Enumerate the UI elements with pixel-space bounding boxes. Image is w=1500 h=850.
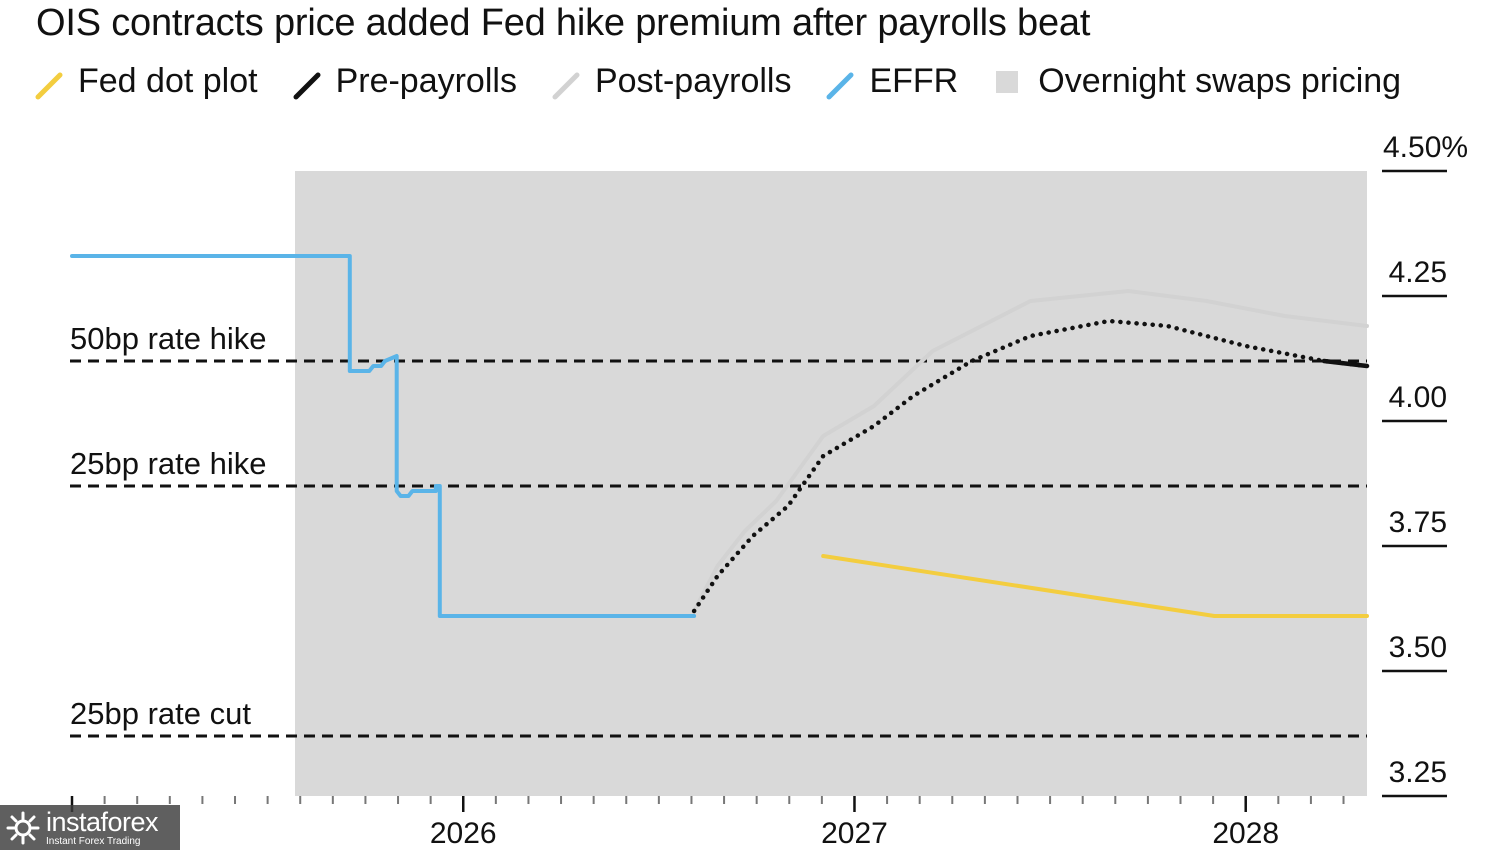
shaded-region-overnight-swaps bbox=[295, 171, 1367, 796]
chart-legend: Fed dot plot Pre-payrolls Post-payrolls … bbox=[34, 62, 1435, 101]
legend-swatch-effr bbox=[826, 72, 854, 99]
x-tick-label: 2028 bbox=[1212, 817, 1279, 850]
legend-item-post-payrolls: Post-payrolls bbox=[551, 62, 792, 101]
legend-label-fed-dot-plot: Fed dot plot bbox=[78, 62, 258, 100]
series-line-fed-dot-plot bbox=[821, 554, 1369, 618]
chart-title: OIS contracts price added Fed hike premi… bbox=[36, 2, 1091, 44]
reference-line-label: 25bp rate hike bbox=[70, 446, 266, 481]
legend-item-overnight-swaps: Overnight swaps pricing bbox=[992, 62, 1401, 101]
watermark-tagline: Instant Forex Trading bbox=[46, 835, 141, 847]
y-tick-label: 4.50% bbox=[1383, 131, 1468, 164]
y-tick-label: 3.25 bbox=[1389, 756, 1447, 789]
legend-swatch-overnight-swaps bbox=[996, 70, 1019, 93]
series-line-post-payrolls bbox=[692, 289, 1369, 613]
legend-item-fed-dot-plot: Fed dot plot bbox=[34, 62, 258, 101]
legend-swatch-post-payrolls bbox=[552, 72, 580, 99]
series-line-pre-payrolls bbox=[691, 318, 1370, 614]
y-tick-label: 4.25 bbox=[1389, 256, 1447, 289]
y-tick-label: 3.75 bbox=[1389, 506, 1447, 539]
series-line-pre-payrolls-tail bbox=[1321, 358, 1370, 369]
reference-line-label: 50bp rate hike bbox=[70, 321, 266, 356]
instaforex-logo-icon bbox=[6, 811, 40, 844]
legend-label-overnight-swaps: Overnight swaps pricing bbox=[1038, 62, 1402, 100]
watermark: instaforex Instant Forex Trading bbox=[0, 805, 180, 850]
x-tick-label: 2027 bbox=[821, 817, 888, 850]
reference-line-label: 25bp rate cut bbox=[70, 696, 251, 731]
x-tick-label: 2026 bbox=[430, 817, 497, 850]
legend-item-pre-payrolls: Pre-payrolls bbox=[292, 62, 517, 101]
legend-item-effr: EFFR bbox=[825, 62, 958, 101]
legend-swatch-fed-dot-plot bbox=[35, 72, 63, 99]
legend-label-post-payrolls: Post-payrolls bbox=[594, 62, 792, 100]
watermark-brand: instaforex bbox=[46, 806, 159, 837]
y-tick-label: 4.00 bbox=[1389, 381, 1447, 414]
y-tick-label: 3.50 bbox=[1389, 631, 1447, 664]
legend-label-effr: EFFR bbox=[869, 62, 959, 100]
legend-label-pre-payrolls: Pre-payrolls bbox=[335, 62, 517, 100]
legend-swatch-pre-payrolls bbox=[293, 72, 321, 99]
series-line-effr bbox=[70, 254, 697, 618]
